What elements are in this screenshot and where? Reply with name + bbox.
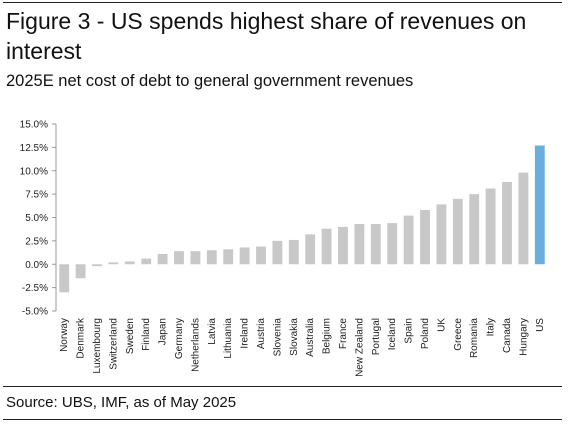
bar-austria: [256, 246, 266, 265]
bar-italy: [485, 188, 496, 265]
source-note: Source: UBS, IMF, as of May 2025: [6, 394, 237, 411]
y-tick-label: 2.5%: [25, 236, 48, 247]
x-tick-label: Norway: [59, 318, 70, 352]
bar-uk: [436, 204, 447, 265]
bar-us: [534, 145, 545, 265]
bar-norway: [59, 264, 70, 293]
y-tick-label: -2.5%: [22, 283, 48, 294]
bar-new-zealand: [354, 224, 365, 265]
y-tick-label: 7.5%: [25, 190, 48, 201]
x-tick-label: Lithuania: [223, 318, 234, 359]
divider: [3, 386, 562, 387]
x-tick-label: Austria: [256, 318, 267, 350]
bar-hungary: [518, 172, 529, 265]
x-tick-label: New Zealand: [354, 318, 365, 377]
bar-iceland: [387, 223, 398, 265]
x-tick-label: Italy: [486, 318, 497, 336]
bars: [59, 145, 545, 293]
x-tick-label: Greece: [453, 318, 464, 351]
y-tick-label: 15.0%: [20, 120, 48, 131]
x-tick-label: Luxembourg: [92, 318, 103, 374]
bar-poland: [420, 210, 430, 265]
x-tick-label: France: [338, 318, 349, 350]
bar-france: [338, 226, 348, 265]
bar-luxembourg: [92, 264, 102, 267]
x-tick-label: Poland: [420, 318, 431, 349]
bar-lithuania: [223, 249, 234, 265]
bar-denmark: [75, 264, 86, 279]
bar-greece: [452, 198, 463, 265]
bar-romania: [469, 194, 480, 265]
chart-title: Figure 3 - US spends highest share of re…: [6, 8, 527, 64]
bottom-rule: [3, 419, 562, 420]
bar-spain: [403, 215, 414, 265]
bar-belgium: [321, 228, 332, 265]
x-tick-label: Belgium: [322, 318, 333, 354]
x-tick-label: Finland: [141, 318, 152, 351]
bar-germany: [174, 251, 184, 265]
y-axis: 15.0% 12.5% 10.0% 7.5% 5.0% 2.5% 0.0% -2.5% -5.0…: [20, 120, 57, 318]
x-tick-label: Ireland: [240, 318, 251, 349]
x-tick-label: Netherlands: [190, 318, 201, 372]
x-tick-label: Switzerland: [108, 318, 119, 370]
y-tick-label: -5.0%: [22, 307, 48, 318]
bar-netherlands: [190, 251, 201, 265]
y-tick-label: 5.0%: [25, 213, 48, 224]
x-tick-label: UK: [436, 318, 447, 332]
x-tick-label: Romania: [469, 318, 480, 358]
x-tick-label: Hungary: [518, 318, 529, 356]
x-tick-label: Slovenia: [272, 318, 283, 357]
top-rule: [3, 2, 562, 3]
y-tick-label: 10.0%: [20, 166, 48, 177]
bar-portugal: [370, 224, 381, 265]
x-tick-label: Portugal: [371, 318, 382, 355]
x-tick-label: Spain: [404, 318, 415, 344]
bar-ireland: [239, 247, 250, 265]
x-tick-label: Sweden: [125, 318, 136, 354]
bar-slovenia: [272, 240, 283, 265]
chart-subtitle: 2025E net cost of debt to general govern…: [6, 72, 414, 90]
x-tick-label: Germany: [174, 318, 185, 359]
bar-latvia: [206, 250, 217, 265]
x-tick-label: Iceland: [387, 318, 398, 350]
x-tick-label: Latvia: [207, 318, 218, 345]
bar-slovakia: [288, 239, 299, 265]
bar-sweden: [124, 261, 135, 265]
x-tick-label: Australia: [305, 318, 316, 357]
bar-finland: [141, 258, 152, 265]
x-tick-label: Canada: [502, 318, 513, 353]
bar-canada: [502, 181, 512, 265]
x-tick-label: Slovakia: [289, 318, 300, 356]
x-tick-label: US: [535, 318, 546, 332]
x-axis: Norway Denmark Luxembourg Switzerland Sweden…: [59, 317, 546, 377]
y-tick-label: 0.0%: [25, 260, 48, 271]
x-tick-label: Japan: [158, 318, 169, 345]
bar-australia: [305, 234, 316, 265]
y-tick-label: 12.5%: [20, 143, 48, 154]
x-tick-label: Denmark: [76, 317, 87, 359]
bar-japan: [157, 253, 168, 265]
bar-switzerland: [108, 262, 119, 265]
